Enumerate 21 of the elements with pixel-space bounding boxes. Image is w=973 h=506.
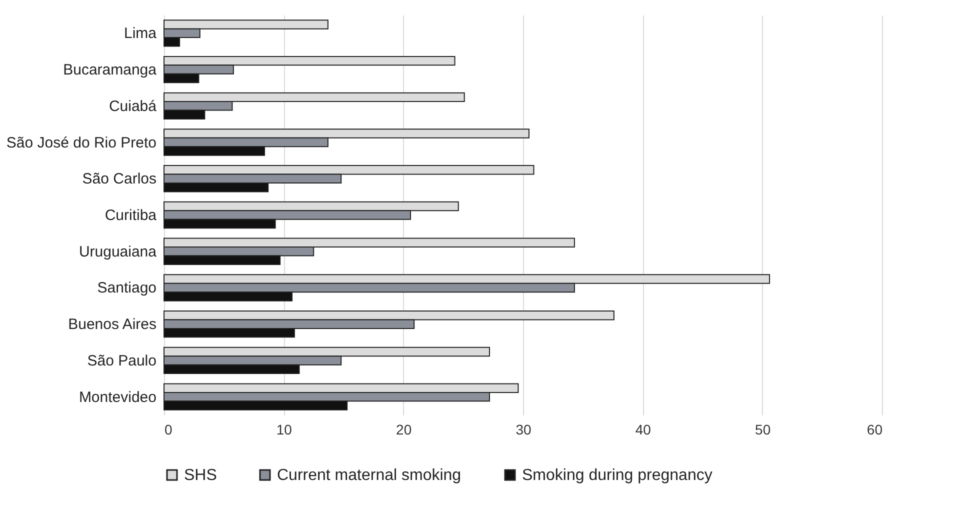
y-tick-label: Cuiabá <box>108 98 158 115</box>
y-tick-label: São Carlos <box>82 170 156 188</box>
y-tick-label: Santiago <box>97 280 156 297</box>
x-tick-label: 30 <box>516 422 532 438</box>
y-tick-label: Bucaramanga <box>63 62 158 79</box>
legend-label: SHS <box>184 467 217 484</box>
legend-label: Smoking during pregnancy <box>522 467 712 484</box>
legend-label: Current maternal smoking <box>277 467 462 484</box>
y-tick-label: Montevideo <box>78 388 156 406</box>
x-tick-label: 0 <box>164 422 172 438</box>
y-tick-label: São Paulo <box>87 352 156 370</box>
x-tick-label: 50 <box>755 422 771 438</box>
x-tick-label: 60 <box>866 422 883 438</box>
x-tick-label: 10 <box>276 422 292 438</box>
y-tick-label: Curitiba <box>104 207 158 224</box>
y-tick-label: Buenos Aires <box>68 316 156 334</box>
y-tick-label: Lima <box>124 25 158 42</box>
y-tick-label: São José do Rio Preto <box>6 134 156 152</box>
y-tick-label: Uruguaiana <box>78 243 158 260</box>
x-tick-label: 20 <box>396 422 412 438</box>
x-tick-label: 40 <box>635 422 652 438</box>
